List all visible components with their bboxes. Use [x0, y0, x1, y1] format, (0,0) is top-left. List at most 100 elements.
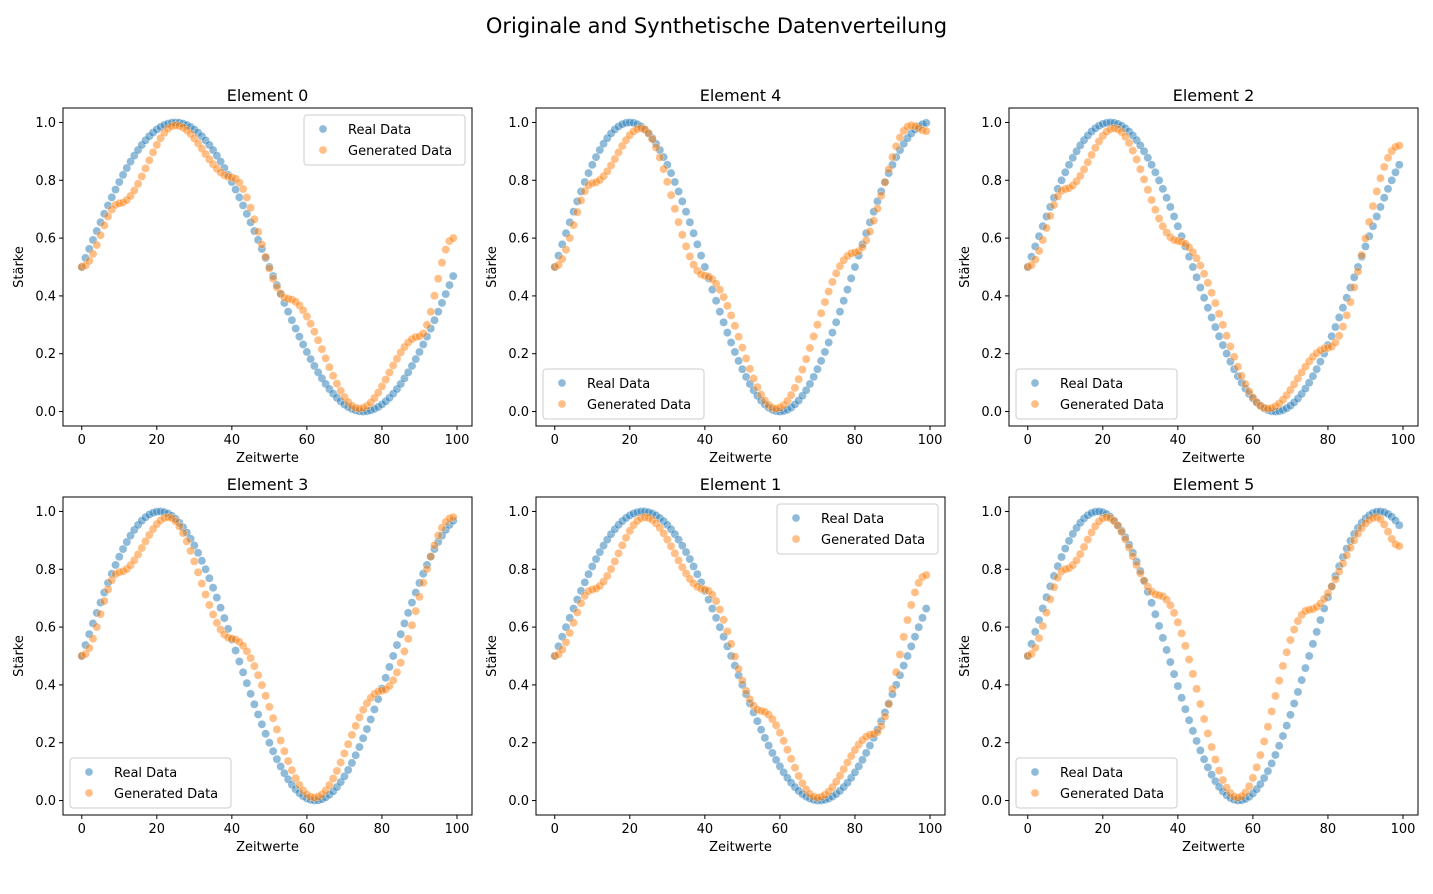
real-data-point	[1391, 167, 1400, 177]
real-data-point	[355, 742, 364, 752]
generated-data-point	[561, 637, 571, 647]
generated-data-point	[1349, 283, 1359, 292]
generated-data-point	[238, 184, 248, 194]
generated-data-point	[358, 705, 368, 715]
generated-data-point	[268, 713, 278, 723]
y-tick-label: 0.2	[981, 347, 1002, 362]
real-data-point	[1218, 340, 1228, 350]
generated-data-point	[272, 282, 282, 292]
real-data-point	[835, 307, 845, 317]
generated-data-point	[96, 609, 105, 619]
generated-data-point	[1135, 164, 1145, 174]
generated-data-point	[708, 590, 717, 600]
generated-data-point	[1214, 766, 1224, 775]
generated-data-point	[861, 236, 871, 245]
real-data-point	[1379, 193, 1389, 203]
generated-data-point	[1379, 520, 1389, 529]
generated-data-point	[1338, 322, 1348, 331]
generated-data-point	[685, 252, 695, 261]
generated-data-point	[1289, 625, 1299, 634]
generated-data-point	[276, 736, 285, 745]
real-data-point	[753, 716, 762, 726]
generated-data-point	[182, 537, 192, 546]
real-data-point	[1057, 176, 1066, 185]
generated-data-point	[723, 301, 732, 311]
y-tick-label: 0.8	[981, 563, 1002, 578]
generated-data-point	[1192, 253, 1201, 263]
generated-data-point	[745, 694, 755, 704]
generated-data-point	[1150, 205, 1160, 215]
y-tick-label: 0.6	[508, 232, 529, 247]
x-tick-label: 20	[149, 822, 166, 837]
real-data-point	[805, 379, 815, 389]
real-data-point	[587, 160, 597, 170]
real-data-point	[235, 193, 244, 202]
real-data-point	[1278, 731, 1288, 741]
legend-label: Generated Data	[1060, 787, 1164, 802]
real-data-point	[1263, 766, 1273, 776]
x-tick-label: 0	[78, 433, 86, 448]
real-data-point	[677, 541, 687, 550]
generated-data-point	[873, 204, 882, 213]
real-data-point	[1293, 687, 1303, 697]
generated-data-point	[831, 269, 841, 278]
real-data-point	[906, 641, 916, 651]
generated-data-point	[1211, 755, 1220, 764]
x-tick-label: 80	[374, 822, 391, 837]
generated-data-point	[1334, 331, 1344, 341]
generated-data-point	[730, 652, 740, 661]
generated-data-point	[786, 390, 796, 400]
legend-label: Generated Data	[114, 787, 218, 802]
real-data-point	[1304, 378, 1314, 388]
x-tick-label: 60	[299, 433, 316, 448]
generated-data-point	[208, 610, 218, 619]
generated-data-point	[328, 774, 338, 783]
generated-data-point	[291, 773, 300, 783]
generated-data-point	[235, 178, 244, 187]
generated-data-point	[662, 535, 672, 544]
generated-data-point	[824, 287, 834, 296]
real-data-point	[122, 163, 132, 173]
generated-data-point	[1327, 582, 1337, 591]
real-data-point	[448, 271, 458, 281]
generated-data-point	[1124, 138, 1134, 148]
real-data-point	[738, 364, 747, 374]
generated-data-point	[1120, 534, 1130, 544]
generated-data-point	[186, 546, 195, 556]
generated-data-point	[1199, 269, 1209, 279]
real-data-point	[347, 758, 357, 768]
real-data-point	[595, 145, 605, 155]
real-data-point	[201, 564, 210, 574]
generated-data-point	[666, 190, 676, 200]
generated-data-point	[430, 291, 439, 301]
generated-data-point	[388, 361, 398, 370]
generated-data-point	[351, 721, 361, 731]
real-data-point	[212, 593, 222, 602]
y-axis-label: Stärke	[485, 635, 500, 677]
generated-data-point	[572, 207, 582, 217]
real-data-point	[861, 748, 871, 758]
legend: Real Data Generated Data	[303, 114, 466, 166]
generated-data-point	[662, 177, 672, 187]
real-data-point	[1304, 651, 1314, 661]
real-data-point	[677, 197, 687, 206]
generated-data-point	[670, 204, 680, 214]
real-data-point	[396, 629, 406, 639]
generated-data-point	[655, 153, 665, 162]
real-data-point	[433, 307, 443, 317]
generated-data-point	[1383, 153, 1393, 163]
generated-data-point	[283, 756, 293, 766]
y-tick-label: 0.8	[508, 563, 529, 578]
generated-data-point	[287, 765, 297, 775]
generated-data-point	[884, 699, 894, 709]
real-data-point	[899, 661, 909, 671]
generated-data-point	[790, 763, 800, 773]
real-data-point	[1199, 754, 1209, 764]
real-data-point	[268, 746, 278, 756]
real-data-point	[111, 185, 120, 194]
real-data-point	[272, 754, 282, 764]
generated-data-point	[786, 754, 796, 764]
real-data-point	[340, 772, 349, 781]
generated-data-point	[144, 155, 154, 165]
generated-data-point	[1075, 171, 1085, 181]
